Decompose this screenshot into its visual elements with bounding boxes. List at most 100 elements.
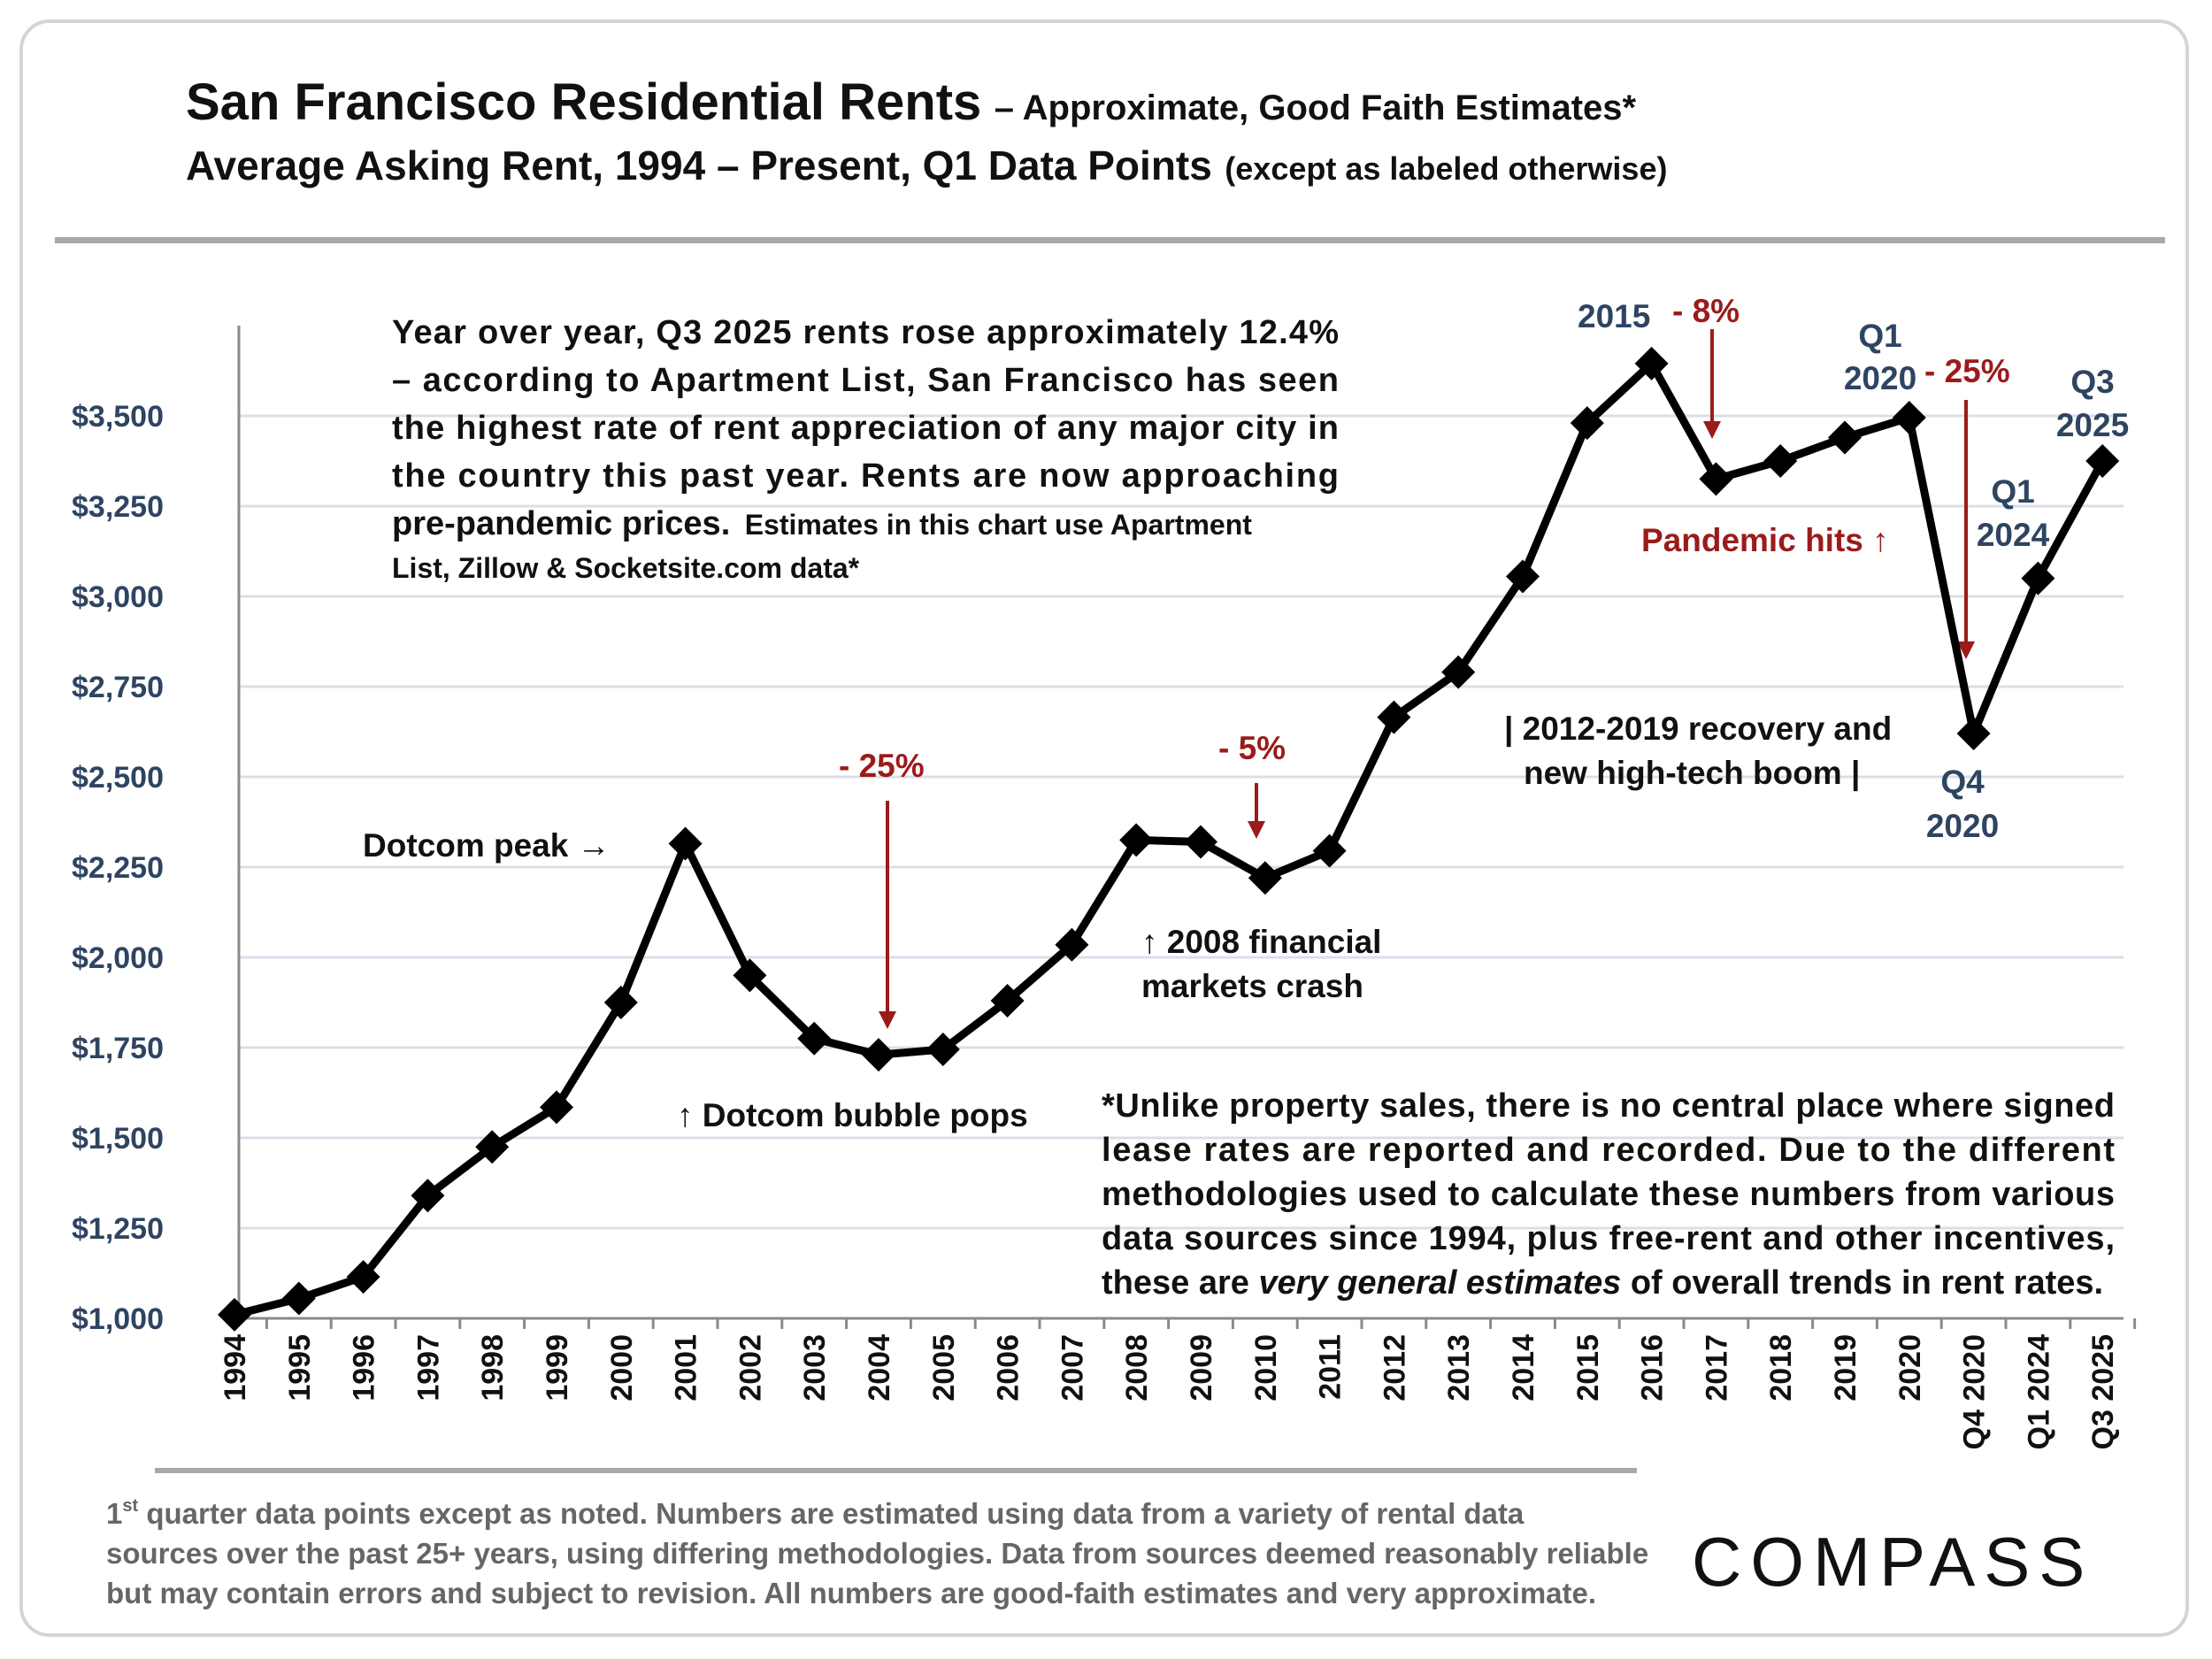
data-point-marker	[411, 1179, 445, 1213]
data-point-marker	[1119, 823, 1154, 857]
annotation-dotcom-pops: ↑ Dotcom bubble pops	[677, 1097, 1028, 1133]
paragraph-line: the highest rate of rent appreciation of…	[392, 410, 1339, 447]
methodology-note: *Unlike property sales, there is no cent…	[1102, 1087, 2115, 1302]
y-tick-label: $3,500	[72, 400, 164, 434]
annotation-crash-line1: ↑ 2008 financial	[1141, 924, 1381, 960]
x-tick-label: 2011	[1314, 1334, 1348, 1400]
data-point-marker	[1699, 462, 1733, 496]
y-axis-tick-labels: $1,000 $1,250 $1,500 $1,750 $2,000 $2,250 $2,5…	[72, 400, 164, 1336]
data-point-marker	[1570, 406, 1604, 441]
annotation-q4-2020-line1: Q4	[1940, 764, 1985, 800]
data-point-marker	[2021, 561, 2055, 595]
y-tick-label: $3,250	[72, 490, 164, 524]
note-line: data sources since 1994, plus free-rent …	[1102, 1220, 2115, 1257]
chart-frame	[19, 19, 2189, 1637]
x-tick-label: Q1 2024	[2022, 1334, 2055, 1450]
data-point-marker	[1055, 927, 1089, 962]
data-point-marker	[1312, 833, 1347, 868]
annotation-drop-8: - 8%	[1672, 293, 1740, 329]
data-point-marker	[475, 1130, 510, 1164]
x-tick-label: 2018	[1764, 1334, 1798, 1402]
note-line: methodologies used to calculate these nu…	[1102, 1176, 2115, 1213]
x-tick-label: 2020	[1893, 1334, 1927, 1402]
annotation-q3-2025-line2: 2025	[2056, 407, 2129, 443]
y-tick-label: $1,000	[72, 1302, 164, 1336]
commentary-paragraph: Year over year, Q3 2025 rents rose appro…	[392, 314, 1339, 584]
annotation-drop-25-2020: - 25%	[1924, 353, 2010, 389]
annotation-q3-2025-line1: Q3	[2070, 364, 2114, 400]
annotation-crash-line2: markets crash	[1141, 968, 1363, 1004]
chart-title: San Francisco Residential Rents – Approx…	[186, 73, 1637, 131]
arrow-head-2010	[1248, 821, 1265, 839]
annotation-q1-2024-line2: 2024	[1977, 517, 2050, 553]
data-point-marker	[2085, 444, 2120, 478]
y-tick-label: $2,500	[72, 761, 164, 795]
x-tick-label: 2009	[1185, 1334, 1218, 1402]
data-point-marker	[990, 983, 1025, 1018]
paragraph-line: the country this past year. Rents are no…	[392, 457, 1339, 495]
y-tick-label: $2,750	[72, 671, 164, 704]
data-point-marker	[1441, 655, 1476, 689]
x-tick-label: 1999	[541, 1334, 574, 1402]
x-tick-label: 1994	[219, 1334, 252, 1402]
data-point-marker	[1956, 717, 1991, 751]
arrow-head-2017	[1703, 421, 1721, 439]
note-line: lease rates are reported and recorded. D…	[1102, 1132, 2115, 1169]
note-line: these are very general estimates of over…	[1102, 1264, 2103, 1302]
data-point-marker	[797, 1021, 832, 1056]
title-divider	[55, 237, 2165, 243]
x-tick-label: 2010	[1249, 1334, 1283, 1402]
note-line: *Unlike property sales, there is no cent…	[1102, 1087, 2115, 1125]
data-point-marker	[346, 1260, 380, 1294]
data-point-marker	[1184, 825, 1217, 859]
data-point-marker	[1377, 700, 1411, 734]
x-tick-label: 2007	[1056, 1334, 1089, 1402]
annotation-drop-5-2010: - 5%	[1218, 730, 1286, 766]
data-point-marker	[281, 1281, 316, 1316]
data-point-marker	[862, 1038, 895, 1072]
x-tick-label: 2014	[1507, 1334, 1540, 1402]
data-point-marker	[1828, 420, 1862, 455]
gridlines	[239, 414, 2124, 1230]
x-tick-label: 2005	[927, 1334, 961, 1402]
arrow-head-q4-2020	[1957, 641, 1975, 659]
x-tick-label: 2008	[1120, 1334, 1154, 1402]
x-tick-label: 1996	[348, 1334, 381, 1402]
footer-note: 1st quarter data points except as noted.…	[106, 1496, 1648, 1609]
y-tick-label: $1,500	[72, 1122, 164, 1156]
x-tick-label: 2013	[1442, 1334, 1476, 1402]
x-tick-label: 2017	[1700, 1334, 1733, 1402]
rent-markers	[218, 346, 2120, 1332]
data-point-marker	[218, 1297, 251, 1332]
data-point-marker	[603, 986, 638, 1019]
annotation-arrows	[879, 329, 1975, 1029]
annotation-q1-2024-line1: Q1	[1991, 473, 2034, 510]
x-tick-label: 2016	[1636, 1334, 1670, 1402]
data-point-marker	[733, 958, 767, 993]
annotation-q1-2020-line2: 2020	[1844, 360, 1916, 396]
data-point-marker	[926, 1033, 960, 1067]
paragraph-line: Year over year, Q3 2025 rents rose appro…	[392, 314, 1339, 351]
data-point-marker	[1763, 444, 1798, 478]
y-tick-label: $2,000	[72, 941, 164, 975]
data-point-marker	[668, 826, 703, 861]
annotation-2015: 2015	[1578, 298, 1650, 334]
x-tick-label: 2015	[1571, 1334, 1605, 1402]
arrow-head-2004	[879, 1011, 896, 1029]
y-tick-label: $1,250	[72, 1212, 164, 1246]
chart-subtitle: Average Asking Rent, 1994 – Present, Q1 …	[186, 142, 1667, 188]
y-tick-label: $2,250	[72, 851, 164, 885]
axes	[237, 326, 2124, 1320]
y-tick-label: $3,000	[72, 580, 164, 614]
x-tick-label: 2012	[1378, 1334, 1411, 1402]
compass-logo: COMPASS	[1692, 1523, 2093, 1601]
paragraph-line: pre-pandemic prices. Estimates in this c…	[392, 505, 1252, 542]
paragraph-line: List, Zillow & Socketsite.com data*	[392, 552, 860, 584]
x-tick-label: 2003	[798, 1334, 832, 1402]
x-tick-label: 2002	[733, 1334, 767, 1402]
paragraph-line: – according to Apartment List, San Franc…	[392, 362, 1339, 399]
x-tick-label: 2000	[605, 1334, 639, 1402]
x-tick-label: Q4 2020	[1958, 1334, 1992, 1449]
annotation-drop-25-2004: - 25%	[839, 748, 925, 784]
footer-line: sources over the past 25+ years, using d…	[106, 1537, 1648, 1570]
